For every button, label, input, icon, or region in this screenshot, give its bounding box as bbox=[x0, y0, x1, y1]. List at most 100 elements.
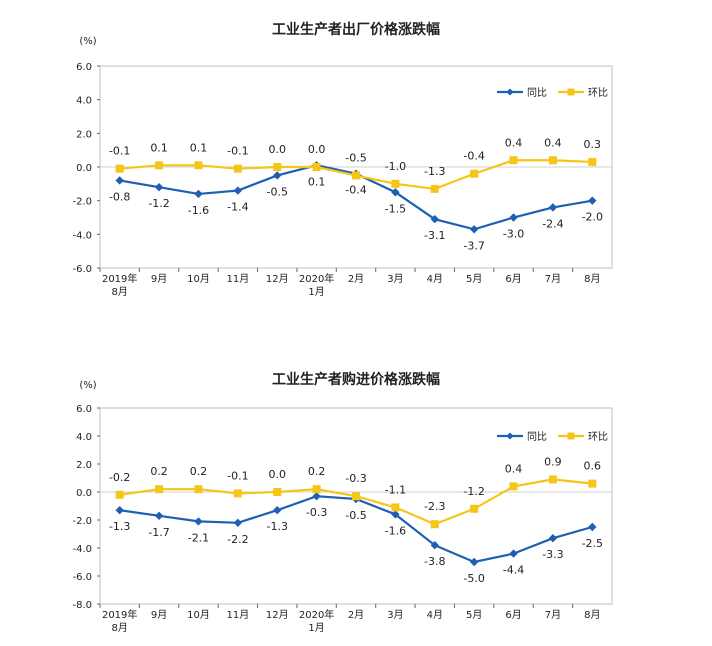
factory-price-chart-svg: 工业生产者出厂价格涨跌幅 (%) 6.0 4.0 2.0 0.0 -2.0 -4.0 -6.0 2… bbox=[72, 21, 613, 298]
factory-series-mom-point bbox=[312, 163, 321, 171]
purchase-y-tick-label: -8.0 bbox=[72, 600, 92, 611]
factory-series-yoy-point bbox=[154, 183, 164, 192]
factory-y-tick-label: -6.0 bbox=[72, 264, 92, 275]
purchase-series-mom-point bbox=[509, 482, 518, 491]
factory-series-yoy-point bbox=[233, 186, 243, 195]
factory-y-tick-label: 2.0 bbox=[76, 129, 92, 140]
purchase-x-tick-label: 3月 bbox=[387, 609, 403, 621]
purchase-series-yoy-data-label: -0.5 bbox=[345, 509, 366, 522]
factory-series-mom-data-label: 0.4 bbox=[505, 136, 523, 149]
purchase-price-chart: 工业生产者购进价格涨跌幅 (%) 6.0 4.0 2.0 0.0 -2.0 -4.0 -6.0 -… bbox=[0, 362, 712, 642]
purchase-series-yoy-point bbox=[312, 492, 321, 501]
purchase-x-tick-label: 8月 bbox=[584, 609, 600, 621]
factory-x-tick-label: 4月 bbox=[427, 273, 443, 285]
factory-legend-mom-label: 环比 bbox=[588, 87, 608, 99]
factory-y-tick-label: 6.0 bbox=[76, 62, 92, 73]
purchase-series-mom-data-label: 0.0 bbox=[268, 468, 286, 481]
factory-y-tick-label: -2.0 bbox=[72, 197, 92, 208]
purchase-series-mom-data-label: 0.2 bbox=[308, 465, 326, 478]
purchase-x-tick-label: 10月 bbox=[187, 609, 210, 621]
purchase-series-mom-point bbox=[588, 479, 597, 488]
factory-x-tick-label: 5月 bbox=[466, 273, 482, 285]
purchase-series-mom-data-label: -0.2 bbox=[109, 471, 130, 484]
purchase-series-yoy-point bbox=[154, 511, 164, 520]
purchase-x-tick-label: 5月 bbox=[466, 609, 482, 621]
factory-series-mom-point bbox=[391, 179, 400, 188]
purchase-series-mom-point bbox=[115, 490, 124, 499]
purchase-y-tick-label: -4.0 bbox=[72, 544, 92, 555]
purchase-series-mom-point bbox=[548, 475, 557, 484]
purchase-series-yoy-data-label: -1.6 bbox=[385, 524, 406, 537]
factory-x-tick-label: 6月 bbox=[505, 273, 521, 285]
factory-series-yoy-data-label: -0.4 bbox=[345, 184, 366, 197]
factory-series-yoy-point bbox=[430, 214, 439, 224]
purchase-series-yoy-point bbox=[509, 549, 518, 558]
factory-series-mom-point bbox=[233, 164, 242, 173]
factory-series-mom-point bbox=[273, 163, 282, 171]
purchase-y-tick-label: 2.0 bbox=[76, 460, 92, 471]
purchase-series-mom-point bbox=[233, 489, 242, 498]
factory-series-mom-data-label: -1.0 bbox=[385, 160, 406, 173]
factory-legend-yoy-label: 同比 bbox=[527, 87, 547, 99]
purchase-x-tick-label: 2019年 8月 bbox=[102, 608, 137, 634]
factory-x-tick-label: 9月 bbox=[151, 273, 167, 285]
purchase-y-tick-label: -2.0 bbox=[72, 516, 92, 527]
purchase-x-tick-label: 4月 bbox=[427, 609, 443, 621]
factory-series-yoy-data-label: 0.1 bbox=[308, 175, 326, 188]
factory-series-mom-data-label: 0.0 bbox=[268, 143, 286, 156]
purchase-series-yoy-data-label: -3.3 bbox=[542, 548, 563, 561]
purchase-legend-yoy-marker bbox=[506, 432, 514, 440]
purchase-series-mom-point bbox=[312, 485, 321, 494]
factory-x-tick-label: 3月 bbox=[387, 273, 403, 285]
factory-series-mom-data-label: -0.4 bbox=[463, 150, 484, 163]
factory-price-chart: 工业生产者出厂价格涨跌幅 (%) 6.0 4.0 2.0 0.0 -2.0 -4.0 -6.0 2… bbox=[0, 0, 712, 320]
factory-y-tick-label: 0.0 bbox=[76, 163, 92, 174]
factory-series-yoy-data-label: -3.7 bbox=[463, 239, 484, 252]
purchase-chart-title: 工业生产者购进价格涨跌幅 bbox=[272, 371, 440, 388]
factory-series-yoy-data-label: -3.0 bbox=[503, 228, 524, 241]
purchase-series-yoy-data-label: -1.3 bbox=[266, 520, 287, 533]
purchase-y-tick-label: 6.0 bbox=[76, 404, 92, 415]
factory-series-yoy-data-label: -3.1 bbox=[424, 229, 445, 242]
purchase-legend-yoy-label: 同比 bbox=[527, 431, 547, 443]
factory-series-yoy-data-label: -2.4 bbox=[542, 217, 563, 230]
purchase-series-mom-data-label: 0.6 bbox=[584, 460, 602, 473]
purchase-x-tick-label: 7月 bbox=[545, 609, 561, 621]
factory-y-tick-label: -4.0 bbox=[72, 230, 92, 241]
purchase-x-tick-label: 9月 bbox=[151, 609, 167, 621]
factory-series-mom-point bbox=[430, 184, 439, 193]
purchase-series-yoy-point bbox=[469, 557, 479, 567]
purchase-x-tick-label: 12月 bbox=[266, 609, 289, 621]
purchase-series-yoy-data-label: -2.2 bbox=[227, 533, 248, 546]
purchase-price-chart-svg: 工业生产者购进价格涨跌幅 (%) 6.0 4.0 2.0 0.0 -2.0 -4.0 -6.0 -… bbox=[72, 371, 613, 634]
factory-series-yoy-point bbox=[391, 188, 400, 197]
factory-series-mom-point bbox=[155, 161, 164, 170]
purchase-series-yoy-point bbox=[233, 518, 243, 527]
factory-series-mom-point bbox=[115, 164, 124, 173]
purchase-x-tick-label: 6月 bbox=[505, 609, 521, 621]
factory-series-yoy-data-label: -1.6 bbox=[188, 204, 209, 217]
purchase-x-tick-label: 11月 bbox=[226, 609, 249, 621]
factory-y-tick-label: 4.0 bbox=[76, 96, 92, 107]
purchase-series-yoy-data-label: -2.1 bbox=[188, 531, 209, 544]
purchase-series-yoy-data-label: -1.3 bbox=[109, 520, 130, 533]
purchase-series-mom-data-label: -0.3 bbox=[345, 472, 366, 485]
purchase-series-mom-data-label: 0.2 bbox=[150, 465, 168, 478]
purchase-series-yoy-data-label: -3.8 bbox=[424, 555, 445, 568]
factory-chart-title: 工业生产者出厂价格涨跌幅 bbox=[272, 21, 440, 38]
purchase-series-mom-point bbox=[352, 492, 360, 501]
factory-series-yoy-point bbox=[115, 176, 124, 185]
purchase-series-yoy-line bbox=[119, 495, 593, 564]
purchase-series-mom-point bbox=[273, 488, 282, 496]
factory-x-tick-label: 8月 bbox=[584, 273, 600, 285]
purchase-series-yoy-point bbox=[548, 534, 558, 543]
factory-series-yoy-point bbox=[509, 213, 518, 222]
factory-series-mom-point bbox=[194, 161, 203, 170]
purchase-series-mom-data-label: 0.4 bbox=[505, 462, 523, 475]
purchase-series-mom-point bbox=[194, 485, 203, 494]
factory-legend-yoy-marker bbox=[506, 88, 514, 96]
purchase-series-mom-data-label: 0.9 bbox=[544, 455, 562, 468]
factory-x-tick-label: 2月 bbox=[348, 273, 364, 285]
factory-series-mom-point bbox=[352, 171, 360, 180]
purchase-series-yoy-point bbox=[115, 506, 124, 515]
